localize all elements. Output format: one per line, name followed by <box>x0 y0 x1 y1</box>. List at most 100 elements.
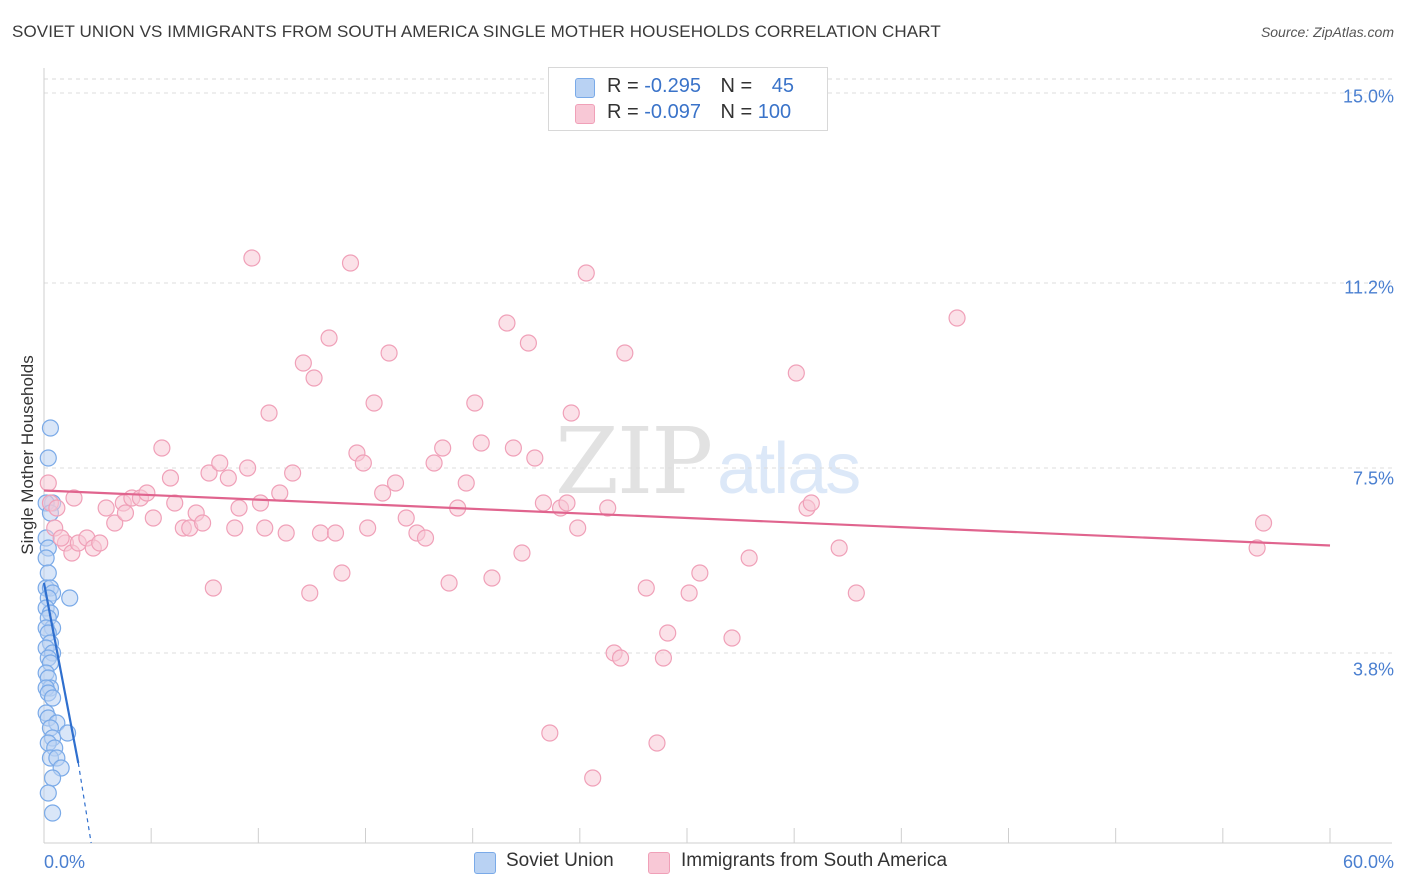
south-america-point <box>39 474 57 492</box>
south-america-point <box>204 579 222 597</box>
south-america-point <box>434 439 452 457</box>
south-america-point <box>200 464 218 482</box>
south-america-point <box>284 464 302 482</box>
south-america-point <box>359 519 377 537</box>
south-america-point <box>97 499 115 517</box>
south-america-point <box>425 454 443 472</box>
south-america-point <box>416 529 435 547</box>
south-america-point <box>271 484 289 502</box>
south-america-point <box>311 524 330 542</box>
soviet-union-point <box>61 589 79 607</box>
south-america-point <box>294 354 312 372</box>
watermark-atlas: atlas <box>717 429 861 509</box>
south-america-point <box>1254 514 1273 532</box>
south-america-point <box>397 509 415 527</box>
y-tick-label: 11.2% <box>1344 277 1394 298</box>
south-america-point <box>680 584 698 602</box>
south-america-point <box>52 529 70 547</box>
south-america-point <box>194 514 212 532</box>
south-america-point <box>138 484 156 502</box>
bottom-legend-swatch-south-america <box>648 852 670 874</box>
south-america-point <box>691 564 709 582</box>
legend-n-value: 100 <box>757 101 792 123</box>
south-america-point <box>277 524 295 542</box>
watermark-zip: ZIP <box>555 408 713 515</box>
y-tick-label: 15.0% <box>1342 86 1394 107</box>
soviet-union-point <box>37 549 55 567</box>
south-america-point <box>1248 539 1266 557</box>
south-america-point <box>599 499 617 517</box>
south-america-point <box>723 629 741 647</box>
soviet-union-point <box>43 689 62 707</box>
south-america-point <box>333 564 351 582</box>
legend-r-value: -0.097 <box>644 101 701 123</box>
south-america-point <box>161 469 180 487</box>
soviet-union-point <box>41 419 60 437</box>
south-america-point <box>654 649 673 667</box>
legend-n-value: 45 <box>771 75 795 97</box>
south-america-point <box>243 249 261 267</box>
south-america-point <box>251 494 270 512</box>
soviet-union-trend-line <box>42 582 80 764</box>
soviet-union-point <box>39 564 57 582</box>
soviet-union-point <box>43 769 62 787</box>
south-america-point <box>256 519 274 537</box>
y-tick-label: 3.8% <box>1352 659 1394 680</box>
south-america-point <box>637 579 655 597</box>
south-america-point <box>440 574 458 592</box>
south-america-point <box>569 519 587 537</box>
south-america-point <box>386 474 405 492</box>
soviet-union-trend-extension <box>77 762 92 844</box>
soviet-union-point <box>43 804 62 822</box>
south-america-point <box>472 434 490 452</box>
south-america-point <box>562 404 580 422</box>
south-america-point <box>584 769 602 787</box>
south-america-point <box>211 454 229 472</box>
south-america-point <box>374 484 392 502</box>
south-america-point <box>611 649 630 667</box>
legend-swatch-south-america <box>575 104 595 124</box>
south-america-trend-line <box>43 489 1331 547</box>
south-america-point <box>457 474 475 492</box>
legend-row-soviet-union: R = -0.295 N = 45 <box>607 75 794 98</box>
south-america-point <box>226 519 244 537</box>
bottom-legend-swatch-soviet-union <box>474 852 496 874</box>
south-america-point <box>498 314 516 332</box>
south-america-point <box>260 404 278 422</box>
south-america-point <box>519 334 537 352</box>
bottom-legend-label-soviet-union: Soviet Union <box>506 850 614 871</box>
south-america-point <box>48 499 66 517</box>
south-america-point <box>65 489 83 507</box>
legend-r-value: -0.295 <box>644 75 701 97</box>
south-america-point <box>847 584 865 602</box>
soviet-union-point <box>39 449 57 467</box>
south-america-point <box>541 724 559 742</box>
south-america-point <box>648 734 666 752</box>
south-america-point <box>504 439 522 457</box>
chart-title: SOVIET UNION VS IMMIGRANTS FROM SOUTH AM… <box>12 22 941 41</box>
legend-swatch-soviet-union <box>575 78 595 98</box>
source-label: Source: ZipAtlas.com <box>1260 24 1394 40</box>
south-america-point <box>219 469 237 487</box>
south-america-point <box>230 499 248 517</box>
legend-row-south-america: R = -0.097 N = 100 <box>607 101 791 124</box>
south-america-point <box>483 569 501 587</box>
south-america-point <box>577 264 595 282</box>
soviet-union-point <box>39 784 57 802</box>
legend-r-label: R = <box>607 75 639 97</box>
south-america-point <box>659 624 677 642</box>
south-america-point <box>534 494 552 512</box>
south-america-point <box>153 439 171 457</box>
south-america-point <box>354 454 372 472</box>
south-america-point <box>616 344 634 362</box>
legend-n-label: N = <box>720 101 753 123</box>
x-tick-label-max: 60.0% <box>1342 852 1394 872</box>
south-america-point <box>513 544 531 562</box>
legend-r-label: R = <box>607 101 639 123</box>
watermark: ZIPatlas <box>555 408 861 515</box>
south-america-point <box>91 534 109 552</box>
south-america-point <box>787 364 805 382</box>
south-america-point <box>558 494 576 512</box>
south-america-point <box>320 329 338 347</box>
